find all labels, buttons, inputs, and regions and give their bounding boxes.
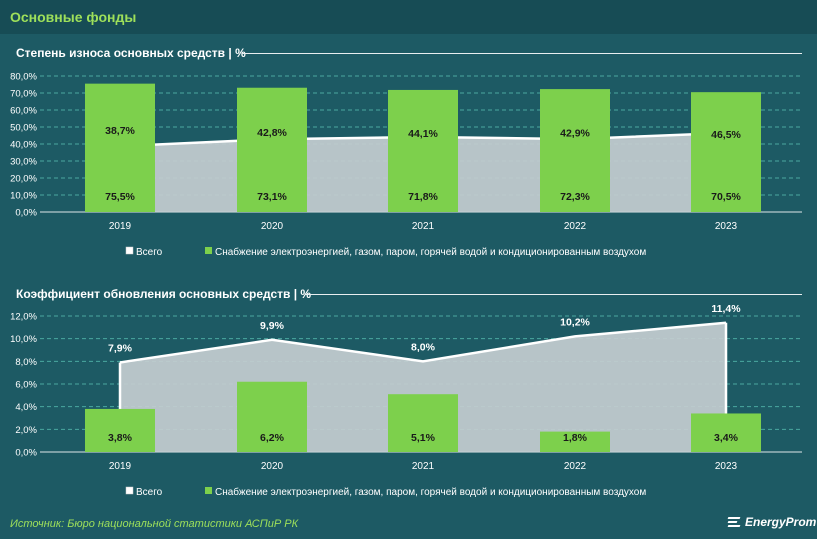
chart1-total-value-label: 38,7% — [105, 125, 135, 137]
chart2-bar-value-label: 1,8% — [563, 432, 588, 444]
chart1-y-tick-label: 10,0% — [10, 191, 37, 202]
page-title: Основные фонды — [10, 9, 137, 25]
chart2-bar — [237, 381, 307, 452]
chart2-y-tick-label: 10,0% — [10, 334, 37, 345]
chart1-y-tick-label: 20,0% — [10, 174, 37, 185]
logo-text: EnergyProm — [745, 515, 817, 529]
chart2-total-value-label: 9,9% — [260, 320, 285, 332]
chart1-legend-label-supply: Снабжение электроэнергией, газом, паром,… — [215, 246, 646, 258]
chart2-title-divider — [305, 294, 802, 295]
chart1-bar — [85, 83, 155, 213]
chart1-total-value-label: 44,1% — [408, 128, 438, 140]
chart2-y-tick-label: 4,0% — [15, 402, 37, 413]
chart1-y-tick-label: 80,0% — [10, 72, 37, 83]
chart2-legend-swatch-total — [125, 486, 134, 495]
chart1-bar — [691, 92, 761, 212]
page-header: Основные фонды — [0, 0, 817, 34]
chart2-total-value-label: 10,2% — [560, 316, 590, 328]
chart2-x-tick-label: 2021 — [412, 461, 435, 472]
chart2-bar-value-label: 6,2% — [260, 432, 285, 444]
chart1-x-tick-label: 2020 — [261, 221, 284, 232]
chart1-y-tick-label: 70,0% — [10, 89, 37, 100]
chart1-bar-value-label: 72,3% — [560, 191, 590, 203]
chart1-y-tick-label: 60,0% — [10, 106, 37, 117]
chart1-y-tick-label: 30,0% — [10, 157, 37, 168]
chart2-total-value-label: 11,4% — [711, 303, 741, 315]
chart1-x-tick-label: 2022 — [564, 221, 587, 232]
energyprom-logo: EnergyProm — [727, 515, 817, 529]
chart1-total-value-label: 42,8% — [257, 127, 287, 139]
chart1-x-tick-label: 2021 — [412, 221, 435, 232]
chart1-bar-value-label: 75,5% — [105, 191, 135, 203]
chart2-bar — [388, 394, 458, 452]
chart2-legend-swatch-supply — [205, 487, 212, 494]
chart2-legend-label-total: Всего — [136, 487, 163, 498]
chart1-legend-swatch-total — [125, 246, 134, 255]
energyprom-logo-icon — [727, 516, 742, 528]
chart1-y-tick-label: 40,0% — [10, 140, 37, 151]
chart1-legend-swatch-supply — [205, 247, 212, 254]
chart2-area-total-line — [119, 321, 727, 364]
chart1-total-value-label: 42,9% — [560, 128, 590, 140]
chart2-y-tick-label: 0,0% — [15, 448, 37, 459]
chart1-title-divider — [242, 53, 802, 54]
chart2-bar-value-label: 3,4% — [714, 432, 739, 444]
chart1-x-tick-label: 2023 — [715, 221, 738, 232]
chart2-total-value-label: 8,0% — [411, 341, 436, 353]
chart2-y-tick-label: 8,0% — [15, 357, 37, 368]
chart2-x-tick-label: 2019 — [109, 461, 132, 472]
chart2-legend-label-supply: Снабжение электроэнергией, газом, паром,… — [215, 486, 646, 498]
chart1-bar-value-label: 73,1% — [257, 191, 287, 203]
chart1-bar — [237, 87, 307, 212]
chart2-bar — [540, 431, 610, 452]
chart1-y-tick-label: 0,0% — [15, 208, 37, 219]
chart2-total-value-label: 7,9% — [108, 342, 133, 354]
chart1-bar-value-label: 71,8% — [408, 191, 438, 203]
chart2-bar-value-label: 3,8% — [108, 432, 133, 444]
chart1-bar-value-label: 70,5% — [711, 191, 741, 203]
chart2-y-tick-label: 6,0% — [15, 380, 37, 391]
chart2-x-tick-label: 2023 — [715, 461, 738, 472]
chart1-legend-label-total: Всего — [136, 247, 163, 258]
chart2-bar — [85, 408, 155, 452]
chart2-x-tick-label: 2020 — [261, 461, 284, 472]
chart1-title: Степень износа основных средств | % — [16, 46, 246, 60]
chart2-title: Коэффициент обновления основных средств … — [16, 287, 312, 301]
chart1-bar — [540, 89, 610, 212]
source-note: Источник: Бюро национальной статистики А… — [10, 518, 299, 530]
chart1-bar — [388, 89, 458, 212]
chart1-x-tick-label: 2019 — [109, 221, 132, 232]
chart2-y-tick-label: 2,0% — [15, 425, 37, 436]
chart2-bar — [691, 413, 761, 452]
chart1-y-tick-label: 50,0% — [10, 123, 37, 134]
chart2-y-tick-label: 12,0% — [10, 312, 37, 323]
chart1-total-value-label: 46,5% — [711, 129, 741, 141]
chart2-bar-value-label: 5,1% — [411, 432, 436, 444]
chart2-x-tick-label: 2022 — [564, 461, 587, 472]
